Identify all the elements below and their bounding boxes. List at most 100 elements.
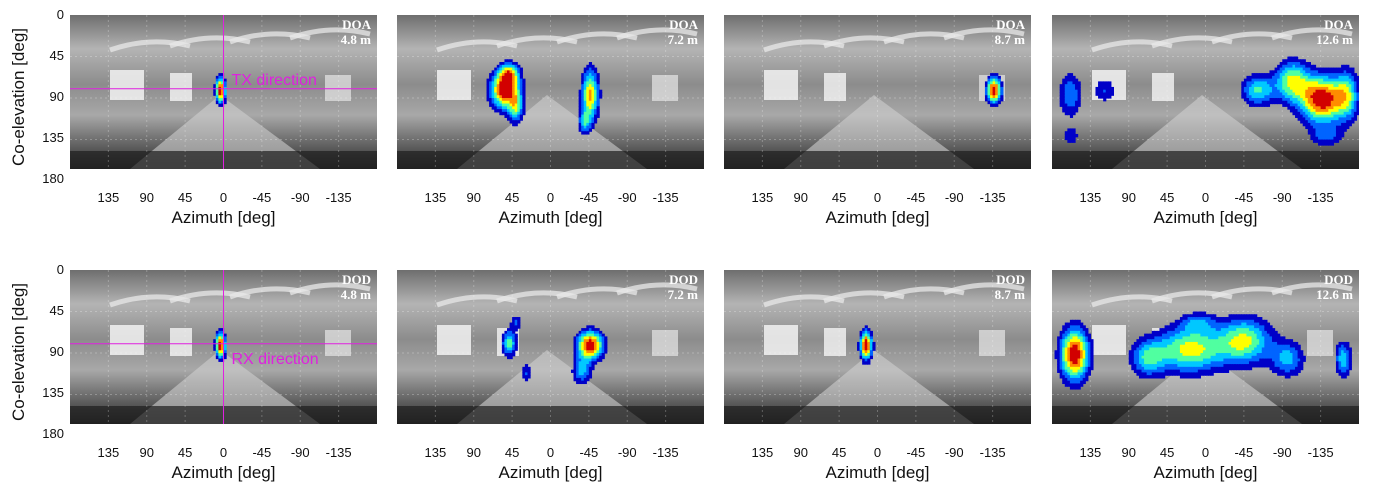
heatmap-cell — [1164, 325, 1168, 329]
heatmap-cell — [1284, 369, 1288, 373]
heatmap-cell — [586, 347, 590, 351]
heatmap-cell — [1167, 333, 1171, 337]
heatmap-cell — [1287, 347, 1291, 351]
x-axis-title: Azimuth [deg] — [172, 463, 276, 482]
heatmap-cell — [859, 330, 863, 335]
heatmap-cell — [1182, 339, 1186, 343]
heatmap-cell — [1325, 81, 1329, 85]
heatmap-cell — [581, 103, 585, 107]
heatmap-cell — [1077, 89, 1081, 94]
heatmap-cell — [1172, 325, 1176, 329]
heatmap-cell — [1259, 78, 1263, 82]
heatmap-cell — [1338, 100, 1342, 105]
heatmap-cell — [1289, 84, 1294, 88]
heatmap-cell — [1320, 114, 1324, 118]
heatmap-cell — [507, 117, 511, 121]
heatmap-cell — [1307, 89, 1311, 94]
heatmap-cell — [1182, 372, 1186, 376]
heatmap-cell — [1259, 75, 1263, 80]
heatmap-cell — [1162, 361, 1166, 365]
heatmap-cell — [992, 84, 996, 88]
heatmap-cell — [1330, 114, 1335, 118]
heatmap-cell — [573, 366, 577, 371]
heatmap-cell — [1307, 67, 1311, 71]
heatmap-cell — [507, 330, 511, 335]
heatmap-cell — [586, 341, 590, 346]
heatmap-cell — [1200, 366, 1204, 371]
heatmap-cell — [1059, 350, 1063, 354]
heatmap-cell — [588, 122, 593, 127]
heatmap-cell — [593, 73, 598, 77]
heatmap-cell — [1069, 111, 1074, 116]
heatmap-cell — [588, 62, 593, 66]
heatmap-cell — [1284, 59, 1288, 63]
heatmap-cell — [586, 350, 590, 354]
heatmap-cell — [599, 344, 603, 349]
heatmap-cell — [1343, 120, 1347, 124]
heatmap-cell — [1231, 330, 1235, 335]
heatmap-cell — [1213, 328, 1217, 332]
heatmap-cell — [1351, 103, 1355, 107]
heatmap-cell — [576, 372, 580, 376]
heatmap-cell — [1236, 347, 1240, 351]
heatmap-cell — [1338, 358, 1342, 362]
heatmap-cell — [1251, 92, 1255, 96]
heatmap-cell — [527, 372, 531, 376]
heatmap-cell — [1315, 98, 1319, 102]
heatmap-cell — [869, 341, 873, 346]
heatmap-cell — [576, 347, 580, 351]
heatmap-cell — [1289, 73, 1294, 77]
heatmap-cell — [1200, 339, 1204, 343]
heatmap-cell — [1335, 106, 1340, 110]
heatmap-cell — [1072, 109, 1076, 113]
heatmap-cell — [1335, 111, 1340, 116]
heatmap-cell — [504, 92, 508, 96]
heatmap-cell — [1200, 328, 1204, 332]
heatmap-cell — [1279, 361, 1283, 365]
heatmap-cell — [496, 100, 500, 105]
heatmap-cell — [1187, 361, 1191, 365]
heatmap-cell — [578, 336, 582, 340]
heatmap-cell — [867, 355, 871, 360]
heatmap-cell — [1192, 336, 1196, 340]
heatmap-cell — [1059, 92, 1063, 96]
heatmap-cell — [1172, 366, 1176, 371]
heatmap-cell — [1185, 375, 1189, 379]
heatmap-cell — [1210, 361, 1214, 365]
heatmap-cell — [1305, 98, 1309, 102]
heatmap-cell — [1241, 89, 1245, 94]
heatmap-cell — [1195, 322, 1199, 326]
heatmap-cell — [522, 84, 526, 88]
heatmap-cell — [1251, 78, 1255, 82]
heatmap-cell — [501, 98, 506, 102]
heatmap-cell — [1279, 347, 1283, 351]
heatmap-cell — [527, 375, 531, 379]
heatmap-cell — [496, 106, 500, 110]
heatmap-cell — [1254, 328, 1258, 332]
heatmap-cell — [1057, 353, 1061, 357]
heatmap-cell — [1320, 111, 1324, 116]
panel-label: DOD — [342, 272, 371, 287]
heatmap-cell — [1082, 339, 1086, 343]
heatmap-cell — [1256, 100, 1260, 105]
heatmap-cell — [1133, 366, 1138, 371]
heatmap-cell — [512, 67, 516, 71]
heatmap-cell — [1282, 86, 1286, 91]
heatmap-cell — [1261, 333, 1265, 337]
heatmap-cell — [581, 339, 585, 343]
heatmap-cell — [1310, 95, 1314, 99]
heatmap-cell — [507, 339, 511, 343]
heatmap-cell — [1062, 344, 1066, 349]
heatmap-cell — [1220, 319, 1225, 324]
heatmap-cell — [1246, 317, 1250, 321]
heatmap-cell — [1064, 353, 1068, 357]
heatmap-cell — [1190, 344, 1194, 349]
heatmap-cell — [1195, 330, 1199, 335]
heatmap-cell — [1289, 347, 1294, 351]
heatmap-cell — [1277, 336, 1281, 340]
heatmap-cell — [1162, 330, 1166, 335]
heatmap-cell — [1077, 95, 1081, 99]
heatmap-cell — [1289, 67, 1294, 71]
heatmap-cell — [509, 117, 513, 121]
heatmap-cell — [1185, 350, 1189, 354]
